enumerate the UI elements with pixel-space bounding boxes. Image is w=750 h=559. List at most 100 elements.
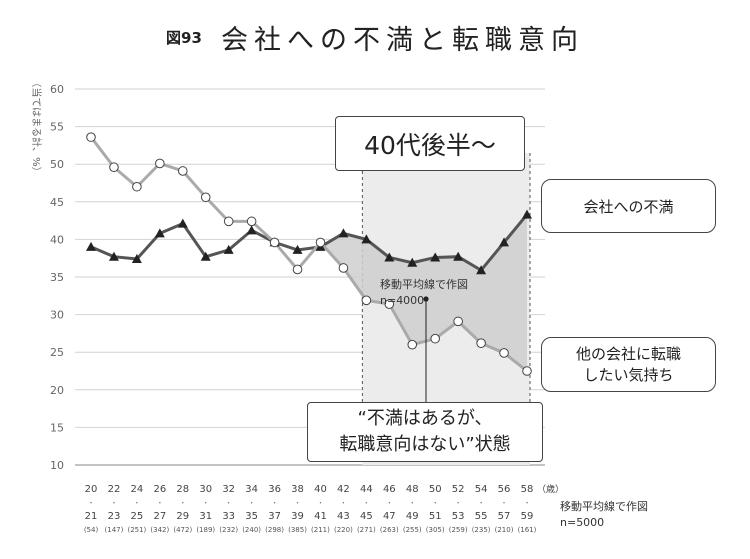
- x-tick-separator: ・: [179, 499, 186, 507]
- x-tick-label-top: 44: [360, 484, 373, 495]
- data-point-circle: [177, 166, 188, 176]
- data-point-triangle: [499, 237, 510, 247]
- x-tick-label-top: 58: [521, 484, 534, 495]
- x-tick-separator: ・: [110, 499, 117, 507]
- data-point-circle: [132, 181, 142, 192]
- data-point-triangle: [86, 241, 96, 251]
- x-tick-separator: ・: [271, 499, 278, 507]
- x-tick-label-bottom: 27: [153, 511, 166, 522]
- y-tick-label: 45: [50, 196, 64, 209]
- x-sample-size: (147): [105, 526, 124, 534]
- x-tick-label-top: 40: [314, 484, 327, 495]
- callout-age-text: 40代後半〜: [364, 130, 496, 160]
- x-tick-label-bottom: 37: [268, 511, 281, 522]
- x-tick-label-bottom: 51: [429, 511, 442, 522]
- state-label-line2: 転職意向はない”状態: [339, 434, 511, 455]
- data-point-circle: [246, 216, 257, 227]
- x-sample-size: (271): [357, 526, 376, 534]
- x-tick-separator: ・: [156, 499, 163, 507]
- x-sample-size: (298): [265, 526, 284, 534]
- legend-dissatisfaction-box: 会社への不満: [541, 179, 716, 233]
- y-tick-label: 60: [50, 83, 64, 96]
- x-sample-size: (161): [518, 526, 537, 534]
- x-tick-label-bottom: 23: [108, 511, 121, 522]
- x-tick-separator: ・: [455, 499, 462, 507]
- x-tick-separator: ・: [409, 499, 416, 507]
- data-point-circle: [269, 237, 280, 248]
- x-tick-separator: ・: [294, 499, 301, 507]
- x-tick-separator: ・: [478, 499, 485, 507]
- data-point-circle: [384, 299, 395, 309]
- x-tick-separator: ・: [88, 499, 95, 507]
- data-point-circle: [476, 338, 486, 348]
- x-tick-label-top: 42: [337, 484, 350, 495]
- series-line-1: [90, 213, 529, 273]
- data-point-triangle: [108, 251, 119, 261]
- y-tick-label: 50: [50, 158, 64, 171]
- data-point-circle: [86, 132, 96, 142]
- data-point-triangle: [407, 257, 418, 267]
- x-sample-size: (263): [380, 526, 399, 534]
- x-tick-label-bottom: 21: [85, 511, 98, 522]
- data-point-circle: [407, 339, 418, 350]
- data-point-circle: [200, 192, 211, 203]
- x-tick-separator: ・: [133, 499, 140, 507]
- x-sample-size: (305): [426, 526, 445, 534]
- x-tick-label-bottom: 39: [291, 511, 304, 522]
- x-sample-size: (235): [472, 526, 491, 534]
- x-tick-label-top: 38: [291, 484, 304, 495]
- data-point-circle: [109, 162, 119, 173]
- data-point-triangle: [338, 228, 349, 238]
- x-tick-separator: ・: [340, 499, 347, 507]
- x-sample-size: (255): [403, 526, 422, 534]
- data-point-triangle: [453, 251, 464, 261]
- x-sample-size: (385): [288, 526, 307, 534]
- data-point-circle: [338, 263, 349, 273]
- overlay-note-method: 移動平均線で作図: [380, 277, 468, 291]
- x-tick-label-top: 48: [406, 484, 419, 495]
- x-tick-label-top: 50: [429, 484, 442, 495]
- x-tick-separator: ・: [432, 499, 439, 507]
- data-point-triangle: [361, 234, 372, 244]
- x-sample-size: (342): [150, 526, 169, 534]
- legend-job-change-box: 他の会社に転職 したい気持ち: [541, 337, 716, 392]
- x-note-method: 移動平均線で作図: [560, 499, 648, 513]
- x-sample-size: (232): [219, 526, 238, 534]
- x-tick-label-top: 20: [85, 484, 98, 495]
- x-note-sample: n=5000: [560, 516, 604, 529]
- data-point-triangle: [384, 252, 395, 262]
- chart-title: 図93 会社への不満と転職意向: [0, 18, 750, 57]
- data-point-triangle: [131, 253, 142, 263]
- gap-area: [320, 214, 527, 371]
- y-tick-label: 20: [50, 384, 64, 397]
- x-tick-label-bottom: 59: [521, 511, 534, 522]
- x-tick-label-top: 34: [245, 484, 258, 495]
- data-point-triangle: [154, 228, 165, 238]
- x-tick-label-top: 32: [222, 484, 235, 495]
- data-point-circle: [499, 348, 509, 358]
- x-tick-label-bottom: 53: [452, 511, 465, 522]
- data-point-circle: [522, 366, 532, 376]
- x-sample-size: (240): [242, 526, 261, 534]
- y-tick-label: 25: [50, 346, 64, 359]
- data-point-circle: [292, 264, 303, 275]
- x-tick-separator: ・: [248, 499, 255, 507]
- data-point-circle: [315, 237, 326, 248]
- x-unit-label: （歳）: [537, 483, 564, 495]
- x-sample-size: (210): [495, 526, 514, 534]
- x-tick-label-bottom: 41: [314, 511, 327, 522]
- x-tick-label-top: 28: [176, 484, 189, 495]
- x-tick-label-bottom: 31: [199, 511, 212, 522]
- x-sample-size: (259): [449, 526, 468, 534]
- x-tick-label-top: 24: [131, 484, 144, 495]
- x-sample-size: (54): [84, 526, 99, 534]
- data-point-circle: [223, 216, 234, 227]
- x-tick-label-top: 56: [498, 484, 511, 495]
- data-point-circle: [361, 295, 372, 306]
- legend-dissatisfaction-label: 会社への不満: [583, 197, 674, 216]
- x-tick-label-bottom: 47: [383, 511, 396, 522]
- x-tick-label-bottom: 29: [176, 511, 189, 522]
- x-sample-size: (189): [196, 526, 215, 534]
- x-tick-label-top: 46: [383, 484, 396, 495]
